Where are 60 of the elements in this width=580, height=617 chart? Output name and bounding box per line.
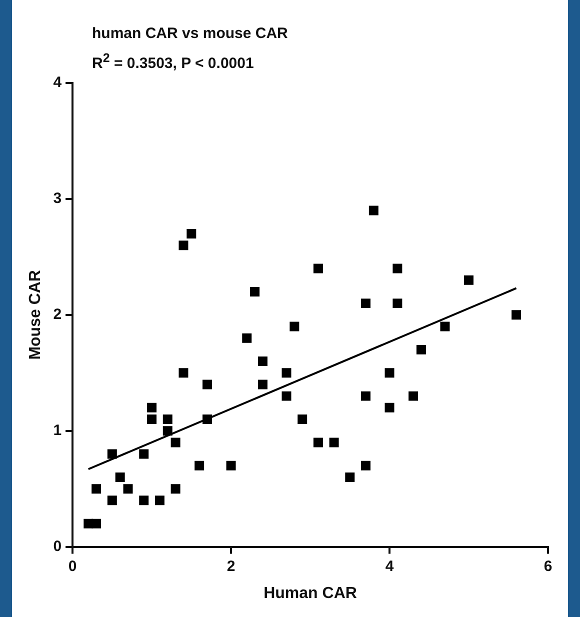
y-tick-label: 3 <box>53 190 62 208</box>
point <box>361 298 370 308</box>
x-tick-label: 6 <box>544 558 552 575</box>
point <box>361 460 370 470</box>
point <box>242 333 252 343</box>
point <box>368 206 378 216</box>
point <box>392 298 402 308</box>
point <box>202 380 212 390</box>
point <box>178 240 188 250</box>
point <box>202 414 212 424</box>
x-axis-title: Human CAR <box>264 584 358 602</box>
point <box>194 460 204 470</box>
point <box>384 402 394 412</box>
y-tick-label: 4 <box>53 74 62 92</box>
point <box>329 438 339 448</box>
point <box>298 414 308 424</box>
point <box>115 472 125 482</box>
point <box>416 344 426 354</box>
point <box>107 496 117 506</box>
x-tick-label: 4 <box>385 558 394 575</box>
point <box>147 414 157 424</box>
point <box>123 484 133 494</box>
point <box>92 484 102 494</box>
point <box>107 449 117 459</box>
point <box>147 402 157 412</box>
x-tick-label: 0 <box>68 558 77 575</box>
chart-subtitle: R$^{2}$ = 0.3503, P < 0.0001 <box>92 50 255 74</box>
point <box>258 356 268 366</box>
point <box>154 496 164 506</box>
point <box>139 496 149 506</box>
point <box>226 460 236 470</box>
point <box>345 472 355 482</box>
y-tick-label: 0 <box>53 538 62 555</box>
point <box>139 449 149 459</box>
point <box>92 518 102 528</box>
point <box>384 368 394 378</box>
point <box>186 228 196 238</box>
point <box>361 391 370 401</box>
point <box>282 391 292 401</box>
point <box>512 310 522 320</box>
y-tick-label: 2 <box>53 306 62 324</box>
point <box>162 426 172 436</box>
point <box>464 275 474 285</box>
point <box>178 368 188 378</box>
point <box>258 380 268 390</box>
point <box>250 286 260 296</box>
chart-title: human CAR vs mouse CAR <box>92 24 288 44</box>
point <box>392 264 402 274</box>
point <box>162 414 172 424</box>
point <box>313 264 323 274</box>
point <box>170 484 180 494</box>
point <box>313 438 323 448</box>
y-tick-label: 1 <box>53 422 62 439</box>
point <box>440 322 450 332</box>
point <box>290 322 300 332</box>
point <box>170 438 180 448</box>
point <box>408 391 418 401</box>
x-tick-label: 2 <box>226 558 236 575</box>
point <box>282 368 292 378</box>
y-axis-title: Mouse CAR <box>27 270 44 360</box>
